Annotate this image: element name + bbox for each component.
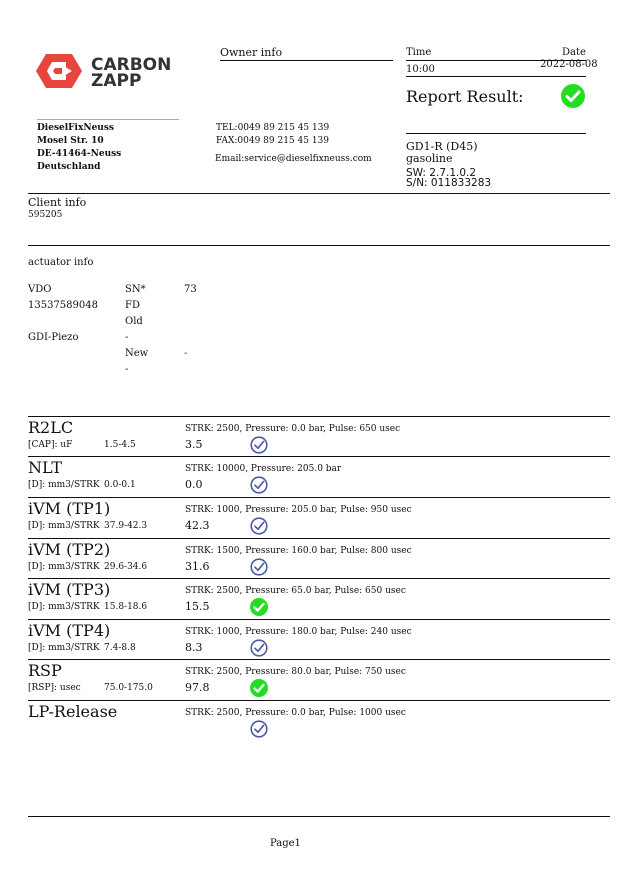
time-value: 10:00 xyxy=(406,64,435,75)
test-name: RSP xyxy=(28,661,62,680)
owner-fax: FAX:0049 89 215 45 139 xyxy=(216,136,330,146)
test-value: 31.6 xyxy=(185,560,210,573)
test-row: iVM (TP2) STRK: 1500, Pressure: 160.0 bar… xyxy=(28,538,610,579)
test-condition: STRK: 2500, Pressure: 0.0 bar, Pulse: 65… xyxy=(185,424,401,434)
owner-email: Email:service@dieselfixneuss.com xyxy=(215,154,372,164)
test-range: 0.0-0.1 xyxy=(104,480,136,490)
test-row: NLT STRK: 10000, Pressure: 205.0 bar [D]: … xyxy=(28,456,610,497)
test-unit: [D]: mm3/STRK xyxy=(28,602,100,612)
test-name: R2LC xyxy=(28,418,74,437)
actuator-part-number: 13537589048 xyxy=(28,300,98,311)
test-unit: [D]: mm3/STRK xyxy=(28,562,100,572)
ok-check-outline-icon xyxy=(250,517,268,535)
actuator-value: - xyxy=(184,348,188,359)
test-row: LP-Release STRK: 2500, Pressure: 0.0 bar,… xyxy=(28,700,610,741)
test-row: iVM (TP4) STRK: 1000, Pressure: 180.0 bar… xyxy=(28,619,610,660)
actuator-brand: VDO xyxy=(28,284,52,295)
test-range: 37.9-42.3 xyxy=(104,521,148,531)
test-condition: STRK: 2500, Pressure: 80.0 bar, Pulse: 7… xyxy=(185,667,406,677)
ok-check-outline-icon xyxy=(250,720,268,738)
report-result-label: Report Result: xyxy=(406,87,524,106)
device-fuel: gasoline xyxy=(406,152,453,165)
logo-text-1: CARBON xyxy=(91,55,172,75)
pass-check-icon xyxy=(250,679,268,697)
test-range: 29.6-34.6 xyxy=(104,562,148,572)
test-range: 15.8-18.6 xyxy=(104,602,148,612)
test-name: iVM (TP4) xyxy=(28,621,111,640)
client-id: 595205 xyxy=(28,210,63,220)
test-unit: [CAP]: uF xyxy=(28,440,73,450)
test-value: 3.5 xyxy=(185,438,203,451)
test-name: iVM (TP2) xyxy=(28,540,111,559)
test-row: R2LC STRK: 2500, Pressure: 0.0 bar, Pulse… xyxy=(28,416,610,457)
test-condition: STRK: 10000, Pressure: 205.0 bar xyxy=(185,464,342,474)
owner-info-heading: Owner info xyxy=(220,46,283,59)
test-value: 15.5 xyxy=(185,600,210,613)
actuator-field: - xyxy=(125,332,129,343)
test-condition: STRK: 1000, Pressure: 180.0 bar, Pulse: … xyxy=(185,627,412,637)
test-unit: [D]: mm3/STRK xyxy=(28,480,100,490)
test-condition: STRK: 1000, Pressure: 205.0 bar, Pulse: … xyxy=(185,505,412,515)
test-value: 0.0 xyxy=(185,478,203,491)
time-label: Time xyxy=(406,47,432,58)
test-condition: STRK: 2500, Pressure: 65.0 bar, Pulse: 6… xyxy=(185,586,406,596)
ok-check-outline-icon xyxy=(250,558,268,576)
test-name: LP-Release xyxy=(28,702,118,721)
test-condition: STRK: 1500, Pressure: 160.0 bar, Pulse: … xyxy=(185,546,412,556)
page-number: Page1 xyxy=(270,838,301,849)
device-model: GD1-R (D45) xyxy=(406,140,478,153)
actuator-field: - xyxy=(125,364,129,375)
actuator-field: New xyxy=(125,348,149,359)
device-sw: SW: 2.7.1.0.2 xyxy=(406,167,477,179)
device-sn: S/N: 011833283 xyxy=(406,177,492,189)
pass-check-icon xyxy=(250,598,268,616)
ok-check-outline-icon xyxy=(250,436,268,454)
date-value: 2022-08-08 xyxy=(540,59,598,70)
actuator-value: 73 xyxy=(184,284,197,295)
carbon-zapp-logo-icon xyxy=(36,54,82,88)
test-unit: [D]: mm3/STRK xyxy=(28,643,100,653)
address-line: Deutschland xyxy=(37,162,101,172)
ok-check-outline-icon xyxy=(250,639,268,657)
test-name: NLT xyxy=(28,458,62,477)
ok-check-outline-icon xyxy=(250,476,268,494)
actuator-info-heading: actuator info xyxy=(28,257,94,268)
address-line: DE-41464-Neuss xyxy=(37,149,122,159)
client-info-heading: Client info xyxy=(28,196,87,209)
owner-tel: TEL:0049 89 215 45 139 xyxy=(216,123,330,133)
test-name: iVM (TP3) xyxy=(28,580,111,599)
test-unit: [RSP]: usec xyxy=(28,683,81,693)
test-value: 42.3 xyxy=(185,519,210,532)
logo-text-2: ZAPP xyxy=(91,71,142,91)
test-value: 97.8 xyxy=(185,681,210,694)
test-row: iVM (TP1) STRK: 1000, Pressure: 205.0 bar… xyxy=(28,497,610,538)
test-name: iVM (TP1) xyxy=(28,499,111,518)
actuator-field: SN* xyxy=(125,284,146,295)
address-line: Mosel Str. 10 xyxy=(37,136,104,146)
actuator-field: FD xyxy=(125,300,140,311)
test-value: 8.3 xyxy=(185,641,203,654)
test-range: 75.0-175.0 xyxy=(104,683,153,693)
test-unit: [D]: mm3/STRK xyxy=(28,521,100,531)
test-row: RSP STRK: 2500, Pressure: 80.0 bar, Pulse… xyxy=(28,659,610,700)
test-range: 1.5-4.5 xyxy=(104,440,136,450)
test-row: iVM (TP3) STRK: 2500, Pressure: 65.0 bar,… xyxy=(28,578,610,619)
report-pass-check-icon xyxy=(561,84,585,108)
actuator-type: GDI-Piezo xyxy=(28,332,79,343)
test-condition: STRK: 2500, Pressure: 0.0 bar, Pulse: 10… xyxy=(185,708,406,718)
actuator-field: Old xyxy=(125,316,143,327)
test-range: 7.4-8.8 xyxy=(104,643,136,653)
date-label: Date xyxy=(562,47,586,58)
address-line: DieselFixNeuss xyxy=(37,123,114,133)
